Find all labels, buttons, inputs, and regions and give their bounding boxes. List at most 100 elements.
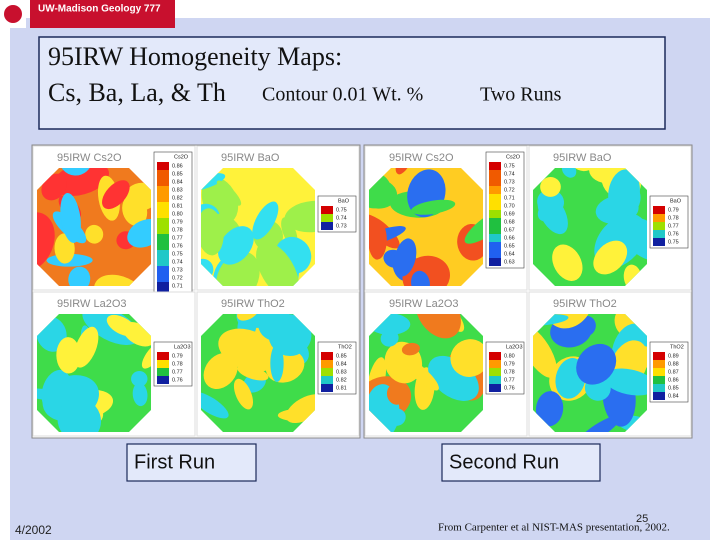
legend-swatch — [489, 384, 501, 392]
title-box — [38, 36, 666, 130]
legend-swatch — [489, 178, 501, 186]
contour-region — [68, 266, 91, 286]
contour-map — [369, 314, 483, 432]
legend-swatch — [653, 368, 665, 376]
title-line2: Cs, Ba, La, & Th — [48, 78, 226, 107]
contour-region — [201, 208, 224, 256]
legend-label: 0.79 — [504, 361, 515, 367]
legend-swatch — [157, 242, 169, 250]
legend-swatch — [489, 368, 501, 376]
legend-label: 0.79 — [172, 353, 183, 359]
legend-swatch — [321, 368, 333, 376]
legend-label: 0.74 — [336, 215, 347, 221]
legend-swatch — [157, 162, 169, 170]
contour-region — [540, 176, 561, 197]
legend-label: 0.78 — [504, 369, 515, 375]
badge — [30, 0, 175, 28]
legend-swatch — [489, 202, 501, 210]
legend-swatch — [489, 250, 501, 258]
legend-swatch — [157, 352, 169, 360]
legend-swatch — [653, 206, 665, 214]
legend-swatch — [157, 170, 169, 178]
contour-region — [608, 169, 640, 217]
contour-region — [380, 329, 399, 347]
legend-swatch — [321, 384, 333, 392]
legend-label: 0.75 — [668, 239, 679, 245]
contour-region — [37, 212, 55, 272]
legend-swatch — [321, 206, 333, 214]
contour-region — [73, 326, 99, 368]
legend-label: 0.85 — [172, 171, 183, 177]
legend-swatch — [489, 360, 501, 368]
legend-swatch — [321, 352, 333, 360]
legend-label: 0.77 — [504, 377, 515, 383]
legend-label: 0.79 — [172, 219, 183, 225]
legend-label: 0.87 — [668, 369, 679, 375]
legend-swatch — [157, 202, 169, 210]
legend-swatch — [653, 222, 665, 230]
contour-region — [131, 370, 148, 387]
source: From Carpenter et al NIST-MAS presentati… — [438, 522, 670, 534]
legend-swatch — [653, 214, 665, 222]
contour-region — [270, 344, 284, 382]
legend-swatch — [653, 392, 665, 400]
legend-label: 0.76 — [504, 385, 515, 391]
legend-label: 0.65 — [504, 243, 515, 249]
legend-label: 0.81 — [172, 203, 183, 209]
contour-region — [450, 339, 483, 377]
legend-label: 0.79 — [668, 207, 679, 213]
contour-region — [216, 180, 242, 206]
legend-label: 0.74 — [172, 259, 183, 265]
legend-swatch — [157, 210, 169, 218]
contour-region — [411, 199, 456, 215]
contour-region — [268, 314, 312, 356]
badge-text: UW-Madison Geology 777 — [38, 4, 161, 15]
contour-region — [415, 314, 461, 339]
legend-label: 0.77 — [172, 235, 183, 241]
run-label-box — [126, 443, 257, 482]
legend-label: 0.78 — [172, 227, 183, 233]
logo — [4, 5, 22, 23]
legend-swatch — [157, 218, 169, 226]
legend-swatch — [157, 178, 169, 186]
panel-title: 95IRW ThO2 — [553, 298, 617, 310]
legend-label: 0.83 — [172, 187, 183, 193]
legend-label: 0.76 — [668, 231, 679, 237]
legend-title: ThO2 — [670, 344, 684, 350]
title-runs: Two Runs — [480, 84, 562, 106]
contour-region — [411, 270, 430, 286]
contour-region — [552, 244, 583, 281]
panel-title: 95IRW La2O3 — [57, 298, 127, 310]
legend-label: 0.86 — [668, 377, 679, 383]
legend-swatch — [489, 352, 501, 360]
contour-region — [533, 325, 557, 378]
contour-region — [464, 205, 483, 244]
legend-label: 0.75 — [336, 207, 347, 213]
legend-swatch — [653, 384, 665, 392]
legend-label: 0.81 — [336, 385, 347, 391]
legend-swatch — [489, 258, 501, 266]
contour-region — [593, 240, 628, 275]
maps: 95IRW Cs2O Cs2O 0.86 0.85 0.84 0.83 0.82 0.81 0.… — [31, 144, 693, 482]
panel-title: 95IRW La2O3 — [389, 298, 459, 310]
legend-swatch — [489, 218, 501, 226]
legend-title: La2O3 — [506, 344, 523, 350]
legend-label: 0.82 — [336, 377, 347, 383]
contour-region — [402, 357, 439, 391]
legend-swatch — [489, 226, 501, 234]
legend-swatch — [321, 214, 333, 222]
legend-label: 0.82 — [172, 195, 183, 201]
legend-label: 0.89 — [668, 353, 679, 359]
legend-swatch — [157, 376, 169, 384]
legend-swatch — [157, 234, 169, 242]
contour-region — [57, 398, 102, 432]
legend-label: 0.71 — [504, 195, 515, 201]
legend-swatch — [157, 266, 169, 274]
contour-region — [256, 241, 300, 286]
contour-region — [233, 378, 254, 410]
contour-region — [369, 220, 387, 260]
panel-title: 95IRW Cs2O — [389, 152, 454, 164]
legend-swatch — [653, 352, 665, 360]
legend-label: 0.76 — [172, 243, 183, 249]
title-contour: Contour 0.01 Wt. % — [262, 84, 423, 106]
